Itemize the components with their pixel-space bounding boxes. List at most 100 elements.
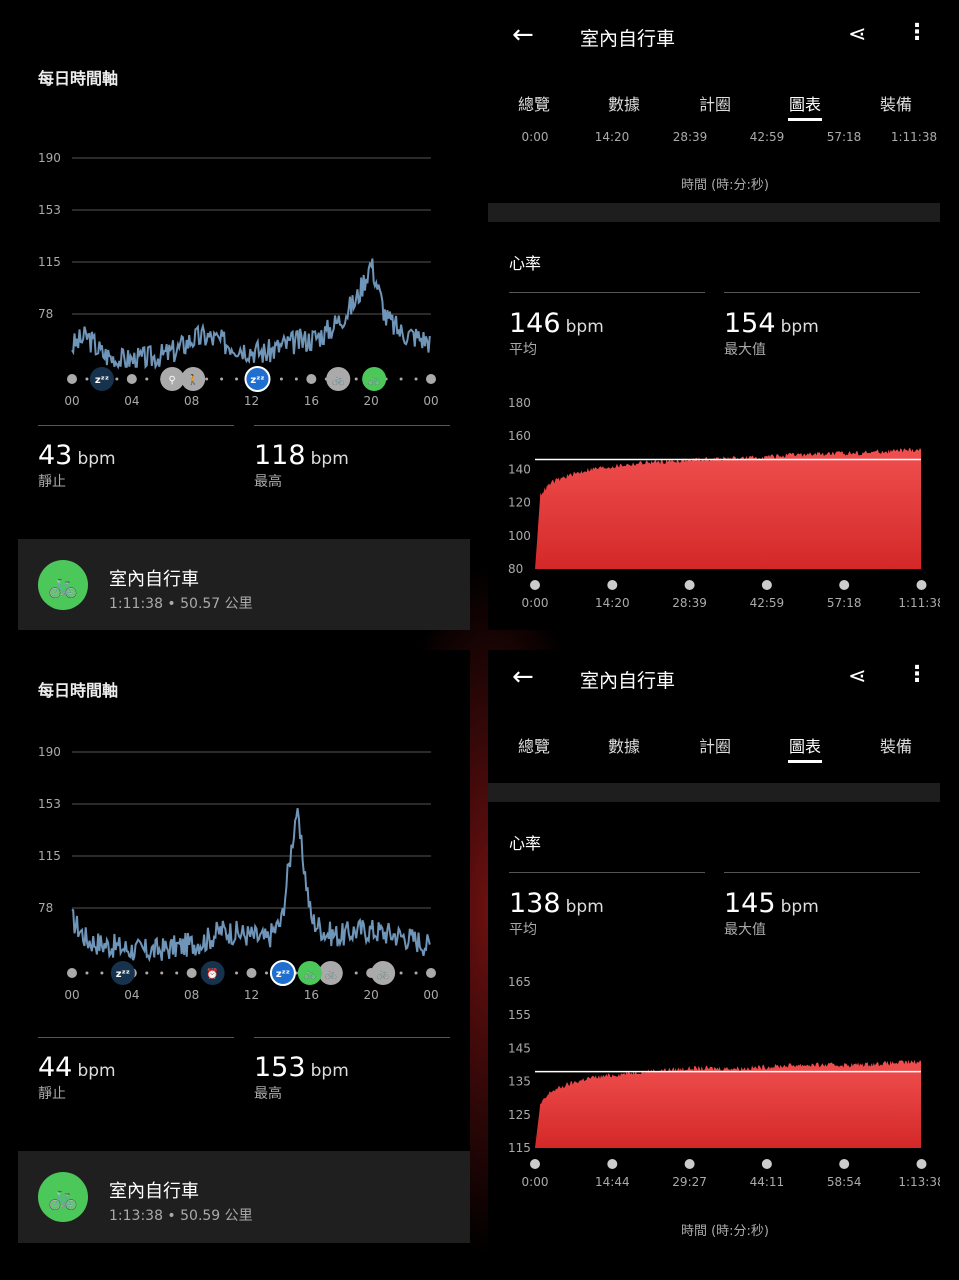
alarm-icon-glyph: ⏰: [206, 967, 218, 980]
bike-icon-glyph: 🚲: [304, 969, 316, 980]
x-tick: 08: [184, 394, 199, 408]
tab-2[interactable]: 計圈: [698, 737, 731, 756]
minor-dot: [354, 377, 358, 381]
activity-detail: 1:13:38 • 50.59 公里: [109, 1208, 253, 1224]
hour-dot: [126, 374, 137, 384]
header-title: 室內自行車: [580, 28, 676, 50]
y-tick: 120: [508, 496, 531, 510]
x-tick-dot: [530, 1159, 540, 1169]
tab-2[interactable]: 計圈: [698, 95, 731, 114]
tab-4[interactable]: 裝備: [879, 95, 912, 114]
daily-heart-rate-chart: 190 153 115 78 zᶻᶻ ⚲ 🚶 zᶻᶻ 🚲 🚲 00 04 08 12 16 20 00: [38, 151, 439, 408]
heart-rate-area: [535, 448, 921, 569]
x-tick: 20: [364, 394, 379, 408]
share-icon[interactable]: ⋖: [848, 22, 867, 47]
panel-title: 每日時間軸: [38, 69, 119, 88]
sleep-icon-glyph: zᶻᶻ: [116, 969, 130, 980]
average-hr: 138 bpm 平均: [509, 888, 604, 939]
x-tick: 08: [184, 988, 199, 1002]
x-tick: 00: [64, 394, 79, 408]
max-hr-value: 154: [724, 308, 776, 339]
x-tick: 12: [244, 394, 259, 408]
divider: [254, 425, 450, 426]
y-tick: 165: [508, 975, 531, 989]
x-tick: 00: [423, 988, 438, 1002]
max-hr-label: 最高: [254, 1086, 282, 1102]
more-menu-icon[interactable]: ⋮: [906, 662, 928, 687]
activity-name: 室內自行車: [109, 1181, 199, 1202]
bike-icon: [297, 961, 322, 985]
activity-item[interactable]: 🚲 室內自行車 1:11:38 • 50.57 公里: [18, 539, 470, 630]
max-hr: 154 bpm 最大值: [724, 308, 819, 359]
hour-dot: [246, 968, 257, 978]
tab-4[interactable]: 裝備: [879, 737, 912, 756]
sleep-icon: [89, 367, 114, 391]
x-tick-dot: [684, 580, 695, 590]
x-tick: 42:59: [749, 130, 785, 144]
bike-icon: [318, 961, 343, 985]
minor-dot: [235, 377, 239, 381]
y-tick: 78: [38, 307, 53, 321]
x-tick: 1:11:38: [898, 596, 940, 610]
unit: bpm: [77, 449, 116, 469]
max-hr: 145 bpm 最大值: [724, 888, 819, 939]
y-tick: 160: [508, 429, 531, 443]
activity-item[interactable]: 🚲 室內自行車 1:13:38 • 50.59 公里: [18, 1151, 470, 1243]
x-tick: 28:39: [672, 130, 708, 144]
section-title: 心率: [509, 834, 542, 853]
y-tick: 140: [508, 462, 531, 476]
y-tick: 78: [38, 901, 53, 915]
x-tick-dot: [839, 580, 850, 590]
x-tick-dot: [916, 1159, 927, 1169]
section-separator: [488, 203, 940, 222]
share-icon[interactable]: ⋖: [848, 664, 867, 689]
unit: bpm: [310, 1061, 349, 1081]
tab-0[interactable]: 總覽: [517, 737, 550, 756]
y-tick: 190: [38, 151, 61, 165]
bike-icon: 🚲: [38, 1172, 88, 1222]
max-hr-value: 145: [724, 888, 776, 919]
bike-icon: [326, 367, 351, 391]
heart-rate-area-chart: 165 155 145 135 125 115 0:00 14:44 29:27 44:11 58:…: [508, 975, 940, 1189]
minor-dot: [279, 377, 283, 381]
unit: bpm: [565, 317, 604, 337]
tab-3[interactable]: 圖表: [788, 737, 821, 756]
tab-3[interactable]: 圖表: [788, 95, 821, 114]
resting-hr: 44 bpm 靜止: [38, 1052, 116, 1103]
alarm-icon: [200, 961, 225, 985]
x-tick: 14:20: [595, 596, 630, 610]
x-tick: 0:00: [521, 130, 549, 144]
y-tick: 135: [508, 1075, 531, 1089]
tab-1[interactable]: 數據: [607, 737, 640, 756]
active-tab-indicator: [788, 760, 822, 763]
minor-dot: [399, 377, 403, 381]
tab-0[interactable]: 總覽: [517, 95, 550, 114]
max-hr: 118 bpm 最高: [254, 440, 349, 491]
x-tick: 29:27: [672, 1175, 707, 1189]
x-tick-dot: [684, 1159, 695, 1169]
minor-dot: [354, 971, 358, 975]
x-tick: 00: [423, 394, 438, 408]
sleep-icon-glyph: zᶻᶻ: [276, 969, 290, 980]
back-arrow-icon[interactable]: ←: [512, 662, 534, 692]
sleep-icon-glyph: zᶻᶻ: [250, 375, 264, 386]
x-tick: 16: [304, 394, 319, 408]
heart-rate-line: [71, 258, 431, 370]
hour-dot: [426, 374, 436, 384]
activity-charts-panel-2: ← 室內自行車 ⋖ ⋮ 總覽 數據 計圈 圖表 裝備 心率 138 bpm 平均 145 …: [488, 650, 940, 1262]
back-arrow-icon[interactable]: ←: [512, 20, 534, 50]
divider: [254, 1037, 450, 1038]
y-tick: 155: [508, 1008, 531, 1022]
average-hr-value: 146: [509, 308, 561, 339]
bike-icon: [371, 961, 396, 985]
minor-dot: [414, 377, 418, 381]
y-tick: 80: [508, 562, 523, 576]
minor-dot: [175, 971, 179, 975]
y-tick: 190: [38, 745, 61, 759]
tab-1[interactable]: 數據: [607, 95, 640, 114]
more-menu-icon[interactable]: ⋮: [906, 20, 928, 45]
x-tick: 12: [244, 988, 259, 1002]
average-hr: 146 bpm 平均: [509, 308, 604, 359]
x-tick-dot: [530, 580, 540, 590]
sleep-icon: [244, 366, 271, 392]
